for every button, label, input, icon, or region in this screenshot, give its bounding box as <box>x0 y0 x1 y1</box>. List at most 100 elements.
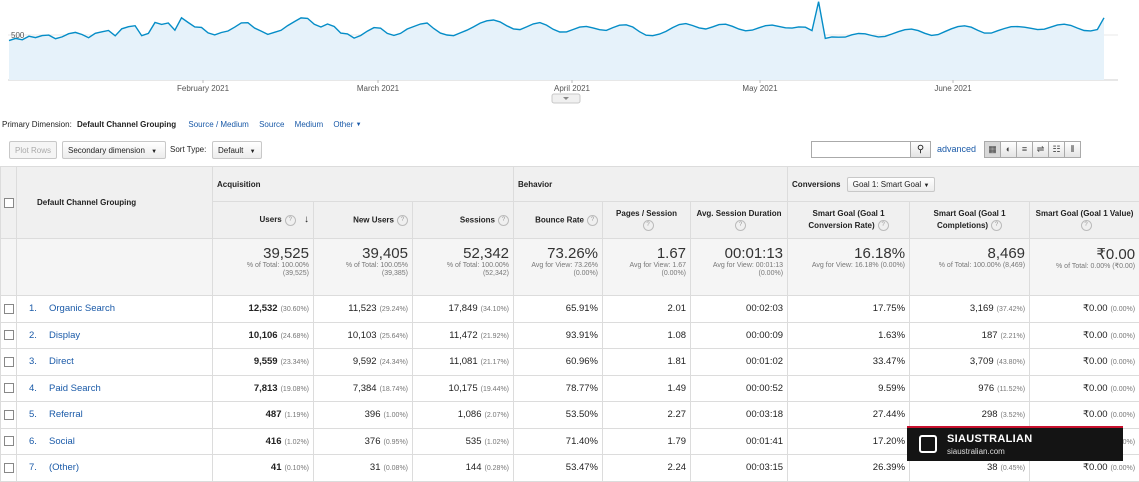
help-icon[interactable]: ? <box>498 215 509 226</box>
help-icon[interactable]: ? <box>878 220 889 231</box>
row-users: 416 <box>266 436 282 447</box>
col-conv-rate-header[interactable]: Smart Goal (Goal 1 Conversion Rate)? <box>788 202 910 239</box>
col-bounce-rate-header[interactable]: Bounce Rate? <box>514 202 603 239</box>
advanced-filter-link[interactable]: advanced <box>937 144 976 154</box>
col-completions-header[interactable]: Smart Goal (Goal 1 Completions)? <box>910 202 1030 239</box>
row-new-users-pct: (29.24%) <box>380 306 408 313</box>
sort-type-dropdown[interactable]: Default ▼ <box>212 141 262 159</box>
row-sessions-pct: (2.07%) <box>485 412 510 419</box>
row-sessions: 1,086 <box>458 409 482 420</box>
total-users-sub2: (39,525) <box>217 270 309 278</box>
performance-view-icon[interactable]: ≡ <box>1016 141 1033 158</box>
row-conv-rate: 27.44% <box>788 402 910 429</box>
term-cloud-view-icon[interactable]: ☷ <box>1048 141 1065 158</box>
row-checkbox[interactable] <box>4 304 14 314</box>
row-completions-pct: (43.80%) <box>997 359 1025 366</box>
total-conv-rate-value: 16.18% <box>792 245 905 262</box>
total-completions: 8,469% of Total: 100.00% (8,469) <box>910 239 1030 296</box>
col-new-users-header[interactable]: New Users? <box>314 202 413 239</box>
row-checkbox[interactable] <box>4 410 14 420</box>
dimension-link-source[interactable]: Source <box>259 120 284 129</box>
row-sessions-pct: (19.44%) <box>481 386 509 393</box>
row-users: 487 <box>266 409 282 420</box>
total-users: 39,525% of Total: 100.00%(39,525) <box>213 239 314 296</box>
row-sessions: 535 <box>466 436 482 447</box>
watermark-title: SIAUSTRALIAN <box>947 433 1033 445</box>
row-select-cell <box>1 322 17 349</box>
help-icon[interactable]: ? <box>587 215 598 226</box>
help-icon[interactable]: ? <box>397 215 408 226</box>
row-new-users-cell: 7,384(18.74%) <box>314 375 413 402</box>
secondary-dimension-dropdown[interactable]: Secondary dimension ▼ <box>62 141 166 159</box>
row-pages-session: 2.01 <box>603 296 691 323</box>
total-bounce-rate: 73.26%Avg for View: 73.26%(0.00%) <box>514 239 603 296</box>
chart-area <box>9 2 1104 80</box>
row-checkbox[interactable] <box>4 463 14 473</box>
table-view-icon[interactable]: ▦ <box>984 141 1001 158</box>
row-bounce-rate: 78.77% <box>514 375 603 402</box>
channel-link[interactable]: Paid Search <box>49 383 101 394</box>
month-label: June 2021 <box>934 84 972 93</box>
totals-spacer <box>17 239 213 296</box>
row-completions-pct: (0.45%) <box>1001 465 1026 472</box>
col-sessions-header[interactable]: Sessions? <box>413 202 514 239</box>
col-conv-rate-label: Smart Goal (Goal 1 Conversion Rate) <box>808 209 884 230</box>
row-dimension-cell: 3.Direct <box>17 349 213 376</box>
row-value-cell: ₹0.00(0.00%) <box>1030 296 1139 323</box>
dimension-other-label: Other <box>333 120 353 129</box>
row-select-cell <box>1 455 17 482</box>
pie-view-icon[interactable]: ◐ <box>1000 141 1017 158</box>
col-bounce-rate-label: Bounce Rate <box>535 215 584 224</box>
help-icon[interactable]: ? <box>285 215 296 226</box>
row-checkbox[interactable] <box>4 330 14 340</box>
table-toolbar: Plot Rows Secondary dimension ▼ Sort Typ… <box>0 140 1139 162</box>
row-sessions-pct: (21.92%) <box>481 333 509 340</box>
search-icon[interactable]: ⚲ <box>910 141 931 158</box>
row-conv-rate: 1.63% <box>788 322 910 349</box>
pivot-view-icon[interactable]: ⦀ <box>1064 141 1081 158</box>
row-dimension-cell: 4.Paid Search <box>17 375 213 402</box>
col-avg-duration-label: Avg. Session Duration <box>696 209 781 218</box>
channel-link[interactable]: Organic Search <box>49 303 115 314</box>
row-index: 5. <box>29 409 49 420</box>
channel-link[interactable]: (Other) <box>49 462 79 473</box>
channel-link[interactable]: Social <box>49 436 75 447</box>
col-users-header[interactable]: Users? ↓ <box>213 202 314 239</box>
channel-link[interactable]: Display <box>49 330 80 341</box>
total-pages-session-value: 1.67 <box>607 245 686 262</box>
row-conv-rate: 17.75% <box>788 296 910 323</box>
row-checkbox[interactable] <box>4 383 14 393</box>
row-value-cell: ₹0.00(0.00%) <box>1030 375 1139 402</box>
table-search-input[interactable] <box>811 141 911 158</box>
help-icon[interactable]: ? <box>735 220 746 231</box>
help-icon[interactable]: ? <box>1081 220 1092 231</box>
total-completions-value: 8,469 <box>914 245 1025 262</box>
dimension-link-medium[interactable]: Medium <box>295 120 323 129</box>
col-pages-session-header[interactable]: Pages / Session? <box>603 202 691 239</box>
help-icon[interactable]: ? <box>643 220 654 231</box>
row-pages-session: 2.24 <box>603 455 691 482</box>
comparison-view-icon[interactable]: ⇌ <box>1032 141 1049 158</box>
plot-rows-button[interactable]: Plot Rows <box>9 141 57 159</box>
dimension-link-source-medium[interactable]: Source / Medium <box>188 120 248 129</box>
col-value-header[interactable]: Smart Goal (Goal 1 Value)? <box>1030 202 1139 239</box>
goal-select-dropdown[interactable]: Goal 1: Smart Goal ▼ <box>847 177 936 192</box>
dimension-link-other[interactable]: Other ▼ <box>333 120 361 129</box>
row-index: 7. <box>29 462 49 473</box>
caret-down-icon: ▼ <box>151 149 157 155</box>
select-all-checkbox[interactable] <box>4 198 14 208</box>
row-checkbox[interactable] <box>4 436 14 446</box>
row-checkbox[interactable] <box>4 357 14 367</box>
col-avg-duration-header[interactable]: Avg. Session Duration? <box>691 202 788 239</box>
row-value-cell: ₹0.00(0.00%) <box>1030 402 1139 429</box>
row-completions-pct: (37.42%) <box>997 306 1025 313</box>
channel-link[interactable]: Referral <box>49 409 83 420</box>
sort-arrow-down-icon: ↓ <box>304 214 309 225</box>
channel-link[interactable]: Direct <box>49 356 74 367</box>
dimension-header[interactable]: Default Channel Grouping <box>17 167 213 239</box>
row-select-cell <box>1 296 17 323</box>
row-pages-session: 1.08 <box>603 322 691 349</box>
help-icon[interactable]: ? <box>991 220 1002 231</box>
row-new-users-pct: (0.95%) <box>383 439 408 446</box>
